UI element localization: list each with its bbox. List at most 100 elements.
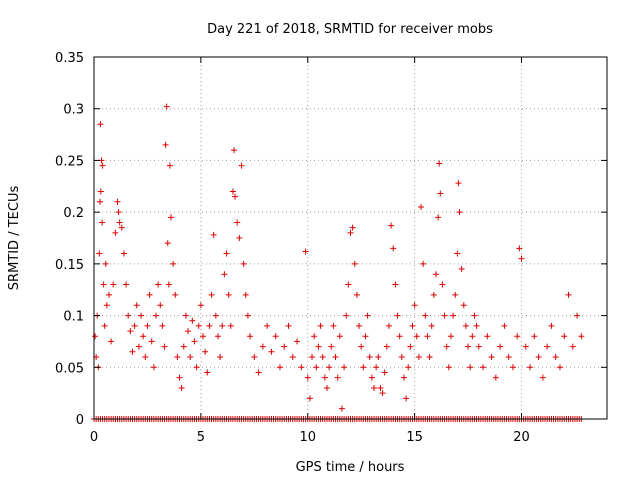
data-point	[548, 322, 555, 329]
data-point	[217, 353, 224, 360]
data-point	[146, 291, 153, 298]
data-point	[195, 322, 202, 329]
data-point	[436, 160, 443, 167]
data-point	[234, 219, 241, 226]
data-point	[251, 353, 258, 360]
data-point	[475, 343, 482, 350]
data-point	[294, 338, 301, 345]
data-point	[227, 322, 234, 329]
data-point	[385, 322, 392, 329]
x-axis-label: GPS time / hours	[296, 460, 405, 475]
data-point	[400, 374, 407, 381]
data-point	[157, 302, 164, 309]
data-point	[96, 198, 103, 205]
data-point	[219, 322, 226, 329]
data-point	[208, 291, 215, 298]
data-point	[223, 250, 230, 257]
data-point	[197, 302, 204, 309]
axis-tick-labels: 0 5 10 15 20 0 0.05 0.1 0.15 0.2 0.25 0.3 0.35	[55, 51, 530, 445]
data-point	[191, 338, 198, 345]
data-point	[255, 369, 262, 376]
data-point	[428, 322, 435, 329]
data-point	[285, 322, 292, 329]
data-point	[388, 222, 395, 229]
data-point	[99, 162, 106, 169]
data-point	[242, 291, 249, 298]
data-point	[458, 266, 465, 273]
data-point	[437, 190, 444, 197]
data-point	[313, 364, 320, 371]
data-point	[447, 333, 454, 340]
data-point	[544, 343, 551, 350]
data-point	[174, 353, 181, 360]
data-point	[185, 328, 192, 335]
data-point	[323, 384, 330, 391]
data-point	[356, 322, 363, 329]
data-point	[100, 281, 107, 288]
x-tick-label: 10	[299, 430, 316, 445]
data-point	[96, 250, 103, 257]
data-point	[578, 333, 585, 340]
data-point	[411, 302, 418, 309]
data-point	[210, 231, 217, 238]
data-point	[450, 312, 457, 319]
data-point	[221, 271, 228, 278]
data-point	[383, 343, 390, 350]
data-point	[484, 333, 491, 340]
data-point	[103, 302, 110, 309]
data-point	[394, 312, 401, 319]
data-point	[377, 384, 384, 391]
data-point	[501, 322, 508, 329]
data-point	[182, 312, 189, 319]
data-point	[403, 395, 410, 402]
data-point	[473, 322, 480, 329]
data-point	[118, 224, 125, 231]
data-point	[225, 291, 232, 298]
data-point	[527, 364, 534, 371]
data-point	[514, 333, 521, 340]
data-point	[430, 291, 437, 298]
y-tick-label: 0.05	[55, 361, 84, 376]
data-point	[178, 384, 185, 391]
data-point	[452, 291, 459, 298]
data-point	[317, 322, 324, 329]
data-point	[418, 203, 425, 210]
data-point	[148, 338, 155, 345]
data-point	[409, 322, 416, 329]
data-point	[379, 390, 386, 397]
axis-ticks	[93, 56, 607, 420]
data-point	[497, 343, 504, 350]
y-tick-label: 0.15	[55, 258, 84, 273]
data-point	[108, 338, 115, 345]
data-point	[133, 302, 140, 309]
data-point	[426, 353, 433, 360]
data-point	[120, 250, 127, 257]
data-point	[349, 224, 356, 231]
data-point	[150, 364, 157, 371]
data-point	[180, 343, 187, 350]
data-point	[433, 271, 439, 278]
data-point	[102, 260, 109, 267]
data-point	[396, 333, 403, 340]
data-point	[460, 302, 467, 309]
data-point	[345, 281, 352, 288]
data-point	[343, 312, 350, 319]
grid	[94, 57, 607, 419]
data-point	[454, 250, 461, 257]
data-point	[97, 188, 104, 195]
data-point	[353, 291, 360, 298]
data-point	[129, 348, 136, 355]
data-point	[97, 121, 104, 128]
data-point	[569, 343, 576, 350]
data-point	[509, 364, 516, 371]
data-point	[259, 343, 266, 350]
data-point	[334, 374, 341, 381]
data-point	[364, 312, 371, 319]
data-point	[189, 317, 196, 324]
data-point	[552, 353, 559, 360]
y-tick-label: 0.3	[63, 103, 84, 118]
data-point	[336, 333, 343, 340]
data-point	[110, 281, 117, 288]
data-point	[358, 343, 365, 350]
data-point	[304, 374, 311, 381]
